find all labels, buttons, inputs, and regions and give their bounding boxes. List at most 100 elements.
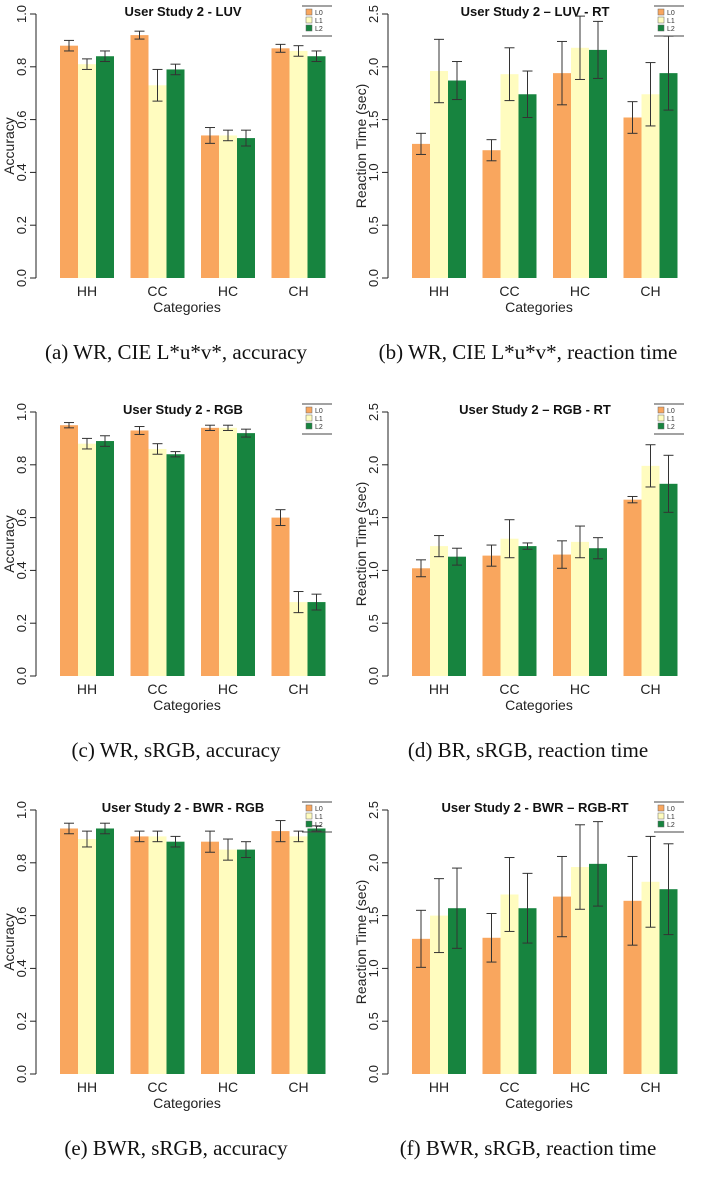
x-axis-label: Categories <box>153 299 221 315</box>
bar-HH-L1 <box>78 443 96 676</box>
legend-swatch-L0 <box>657 8 665 16</box>
bar-HH-L1 <box>430 915 448 1074</box>
x-tick-label-HH: HH <box>429 681 449 697</box>
chart-panel-1: User Study 2 – LUV - RT 0.0 0.5 1.0 1.5 2.0 2.… <box>352 0 704 398</box>
bar-CH-L1 <box>641 465 660 676</box>
legend-label-L1: L1 <box>667 814 675 821</box>
bar-CC-L0 <box>482 937 501 1074</box>
x-tick-label-HH: HH <box>429 283 449 299</box>
bar-CC-L2 <box>166 454 185 676</box>
bar-CH-L2 <box>659 73 678 278</box>
bar-CC-L0 <box>130 836 149 1074</box>
bar-HC-L1 <box>571 867 589 1074</box>
y-axis-label: Reaction Time (sec) <box>353 880 369 1004</box>
bar-HC-L0 <box>553 896 571 1074</box>
y-tick-label: 0.6 <box>14 907 29 925</box>
y-tick-label: 0.0 <box>366 1065 381 1083</box>
bar-HC-L0 <box>201 841 219 1074</box>
legend-label-L2: L2 <box>667 822 675 829</box>
x-axis-label: Categories <box>505 1095 573 1111</box>
y-tick-label: 2.0 <box>366 58 381 76</box>
x-tick-label-CC: CC <box>147 681 167 697</box>
bar-HC-L0 <box>553 554 571 676</box>
y-axis-label: Accuracy <box>1 117 17 175</box>
bar-CH-L0 <box>623 499 642 676</box>
y-tick-label: 2.5 <box>366 403 381 421</box>
x-tick-label-HC: HC <box>218 283 238 299</box>
y-tick-label: 1.0 <box>366 163 381 181</box>
x-axis-label: Categories <box>153 1095 221 1111</box>
x-tick-label-CC: CC <box>499 681 519 697</box>
bar-HH-L0 <box>60 828 78 1074</box>
x-tick-label-HH: HH <box>429 1079 449 1095</box>
x-tick-label-HH: HH <box>77 681 97 697</box>
x-tick-label-HH: HH <box>77 1079 97 1095</box>
legend-swatch-L2 <box>305 422 313 430</box>
bar-CH-L1 <box>641 881 660 1074</box>
bar-HC-L2 <box>237 849 255 1074</box>
legend-label-L2: L2 <box>315 26 323 33</box>
bar-HH-L0 <box>412 568 430 676</box>
y-tick-label: 1.0 <box>14 5 29 23</box>
bar-CC-L1 <box>148 448 167 676</box>
y-tick-label: 1.0 <box>14 801 29 819</box>
bar-HC-L0 <box>201 427 219 676</box>
x-tick-label-HC: HC <box>570 681 590 697</box>
x-tick-label-CC: CC <box>147 1079 167 1095</box>
chart-svg: User Study 2 – LUV - RT 0.0 0.5 1.0 1.5 2.0 2.… <box>353 4 684 315</box>
bar-CC-L2 <box>518 546 537 676</box>
legend-swatch-L1 <box>305 16 313 24</box>
legend-label-L1: L1 <box>315 18 323 25</box>
y-tick-label: 0.6 <box>14 509 29 527</box>
bar-CC-L1 <box>500 894 519 1074</box>
x-tick-label-CC: CC <box>499 283 519 299</box>
bar-CC-L2 <box>166 841 185 1074</box>
legend-swatch-L1 <box>657 812 665 820</box>
caption: (e) BWR, sRGB, accuracy <box>64 1136 288 1160</box>
bar-CH-L2 <box>307 602 326 676</box>
bar-CH-L1 <box>289 50 308 279</box>
chart-svg: User Study 2 – RGB - RT 0.0 0.5 1.0 1.5 2.0 2.… <box>353 402 684 713</box>
bar-CH-L0 <box>271 48 290 278</box>
bar-CH-L2 <box>307 828 326 1074</box>
bar-HC-L1 <box>571 47 589 279</box>
bar-CH-L0 <box>271 831 290 1074</box>
bar-HC-L2 <box>237 433 255 676</box>
bar-HC-L2 <box>237 138 255 278</box>
bar-HC-L1 <box>571 541 589 676</box>
y-tick-label: 0.2 <box>14 614 29 632</box>
bar-HC-L1 <box>219 849 237 1074</box>
legend-label-L1: L1 <box>315 814 323 821</box>
chart-svg: User Study 2 - BWR - RGB 0.0 0.2 0.4 0.6 0.8 1… <box>1 800 332 1111</box>
y-tick-label: 0.0 <box>366 667 381 685</box>
y-axis-label: Reaction Time (sec) <box>353 482 369 606</box>
y-tick-label: 0.4 <box>14 163 29 181</box>
y-tick-label: 2.5 <box>366 5 381 23</box>
x-tick-label-HC: HC <box>570 283 590 299</box>
chart-panel-3: User Study 2 – RGB - RT 0.0 0.5 1.0 1.5 2.0 2.… <box>352 398 704 796</box>
legend-label-L1: L1 <box>667 18 675 25</box>
bar-HH-L0 <box>412 938 430 1074</box>
legend-swatch-L0 <box>305 804 313 812</box>
legend-label-L1: L1 <box>667 416 675 423</box>
bar-HC-L0 <box>553 73 571 278</box>
caption: (f) BWR, sRGB, reaction time <box>399 1136 657 1160</box>
y-tick-label: 1.5 <box>366 509 381 527</box>
bar-CH-L1 <box>289 602 308 676</box>
bar-HH-L2 <box>96 441 114 676</box>
bar-HH-L1 <box>430 546 448 676</box>
chart-title: User Study 2 – LUV - RT <box>461 4 610 19</box>
bar-CH-L1 <box>289 836 308 1074</box>
x-tick-label-CH: CH <box>288 1079 308 1095</box>
bar-HC-L2 <box>589 863 607 1074</box>
chart-title: User Study 2 – RGB - RT <box>459 402 611 417</box>
y-tick-label: 0.5 <box>366 216 381 234</box>
x-tick-label-CC: CC <box>499 1079 519 1095</box>
bar-CH-L2 <box>659 483 678 676</box>
y-tick-label: 2.0 <box>366 854 381 872</box>
legend-swatch-L1 <box>305 812 313 820</box>
